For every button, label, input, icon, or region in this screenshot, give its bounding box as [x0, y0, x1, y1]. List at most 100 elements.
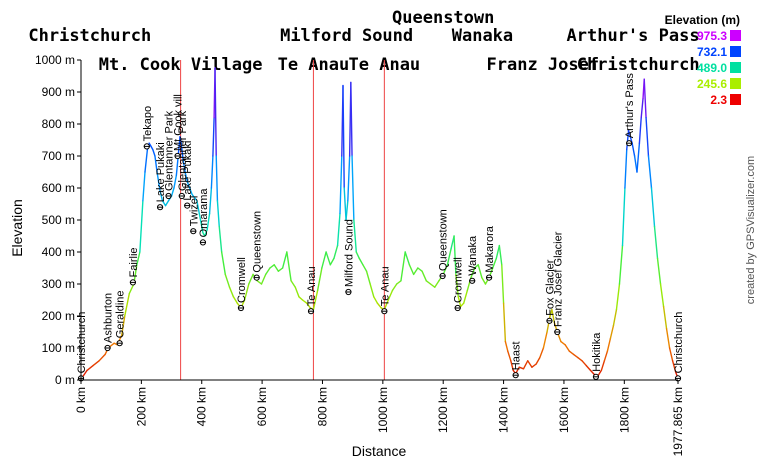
profile-segment	[626, 129, 630, 151]
legend-value: 2.3	[710, 93, 727, 107]
profile-segment	[206, 212, 211, 231]
profile-segment	[671, 360, 677, 373]
waypoint-label: Lake Pukaki	[182, 141, 194, 201]
profile-segment	[214, 67, 217, 157]
waypoint-label: Fox Glacier	[545, 259, 557, 316]
profile-segment	[198, 212, 202, 224]
profile-segment	[228, 286, 235, 298]
profile-segment	[121, 315, 126, 336]
profile-segment	[347, 155, 351, 202]
profile-segment	[665, 328, 671, 349]
waypoint-label: Lake Pukaki	[155, 142, 167, 202]
legend-value: 732.1	[697, 45, 727, 59]
profile-segment	[400, 251, 406, 282]
axes: 0 m 100 m 200 m 300 m 400 m 500 m 600 m 700 m 80…	[35, 53, 685, 456]
waypoint-label: Christchurch	[76, 312, 88, 374]
profile-segment	[600, 360, 606, 372]
profile-segment	[501, 264, 505, 304]
profile-segment	[618, 244, 624, 285]
profile-segment	[631, 142, 636, 157]
legend-value: 245.6	[697, 77, 727, 91]
profile-segment	[124, 292, 130, 317]
profile-segment	[353, 219, 357, 253]
profile-segment	[362, 264, 368, 272]
profile-segment	[273, 264, 280, 272]
profile-segment	[463, 289, 469, 304]
profile-segment	[306, 302, 312, 309]
profile-segment	[539, 347, 545, 359]
profile-segment	[376, 302, 383, 309]
profile-segment	[585, 364, 592, 372]
profile-segment	[531, 363, 537, 368]
profile-segment	[502, 302, 507, 343]
profile-segment	[186, 180, 191, 189]
y-tick-label: 400 m	[42, 245, 75, 259]
profile-segment	[218, 225, 223, 253]
profile-segment	[312, 289, 319, 311]
profile-segment	[396, 280, 402, 285]
profile-segment	[510, 360, 514, 372]
segment-title: Christchurch	[577, 55, 700, 75]
profile-segment	[177, 136, 181, 157]
waypoint-label: Fairlie	[128, 247, 140, 277]
profile-segment	[161, 200, 167, 207]
profile-segment	[470, 267, 476, 279]
x-tick-label: 1000 km	[376, 387, 390, 433]
profile-segment	[333, 244, 339, 260]
profile-segment	[184, 171, 188, 183]
profile-segment	[412, 267, 419, 276]
profile-segment	[139, 200, 144, 253]
x-tick-label: 400 km	[195, 387, 209, 426]
profile-segment	[286, 251, 292, 282]
profile-segment	[373, 296, 379, 304]
profile-segment	[638, 116, 642, 144]
y-tick-label: 900 m	[42, 85, 75, 99]
profile-segment	[653, 225, 659, 260]
waypoint-label: Makarora	[484, 225, 496, 272]
x-tick-label: 1977.865 km	[671, 387, 685, 456]
profile-segment	[212, 116, 215, 157]
profile-segment	[216, 200, 220, 228]
profile-segment	[345, 200, 349, 221]
profile-segment	[196, 200, 201, 215]
profile-segment	[86, 364, 94, 372]
profile-segment	[260, 273, 267, 285]
profile-segment	[294, 286, 300, 298]
profile-segment	[301, 299, 308, 304]
profile-segment	[425, 280, 432, 285]
profile-segment	[404, 251, 411, 266]
profile-segment	[136, 251, 141, 266]
profile-segment	[269, 264, 275, 269]
waypoint-label: Queenstown	[438, 209, 450, 271]
profile-segment	[154, 155, 158, 173]
x-tick-label: 1800 km	[617, 387, 631, 433]
profile-segment	[627, 129, 632, 138]
profile-segment	[298, 296, 304, 301]
x-axis-label: Distance	[352, 443, 407, 459]
profile-segment	[265, 267, 271, 276]
waypoint-label: Haast	[511, 341, 523, 370]
profile-segment	[577, 356, 583, 362]
profile-segment	[615, 283, 621, 311]
profile-segment	[248, 273, 254, 285]
profile-segment	[369, 283, 375, 298]
legend-swatch	[730, 62, 741, 73]
profile-segment	[507, 350, 512, 362]
profile-segment	[281, 251, 288, 269]
profile-segment	[179, 136, 182, 144]
profile-segment	[144, 148, 149, 173]
legend-swatch	[730, 46, 741, 57]
profile-segment	[175, 155, 179, 176]
profile-segment	[453, 235, 457, 276]
profile-segment	[518, 366, 525, 370]
profile-segment	[581, 360, 587, 367]
waypoint-label: Ashburton	[103, 293, 115, 343]
profile-segment	[643, 78, 647, 119]
segment-title: Queenstown	[392, 8, 494, 28]
profile-segment	[492, 257, 498, 269]
profile-segment	[473, 264, 479, 269]
profile-segment	[256, 280, 263, 285]
legend-swatch	[730, 30, 741, 41]
